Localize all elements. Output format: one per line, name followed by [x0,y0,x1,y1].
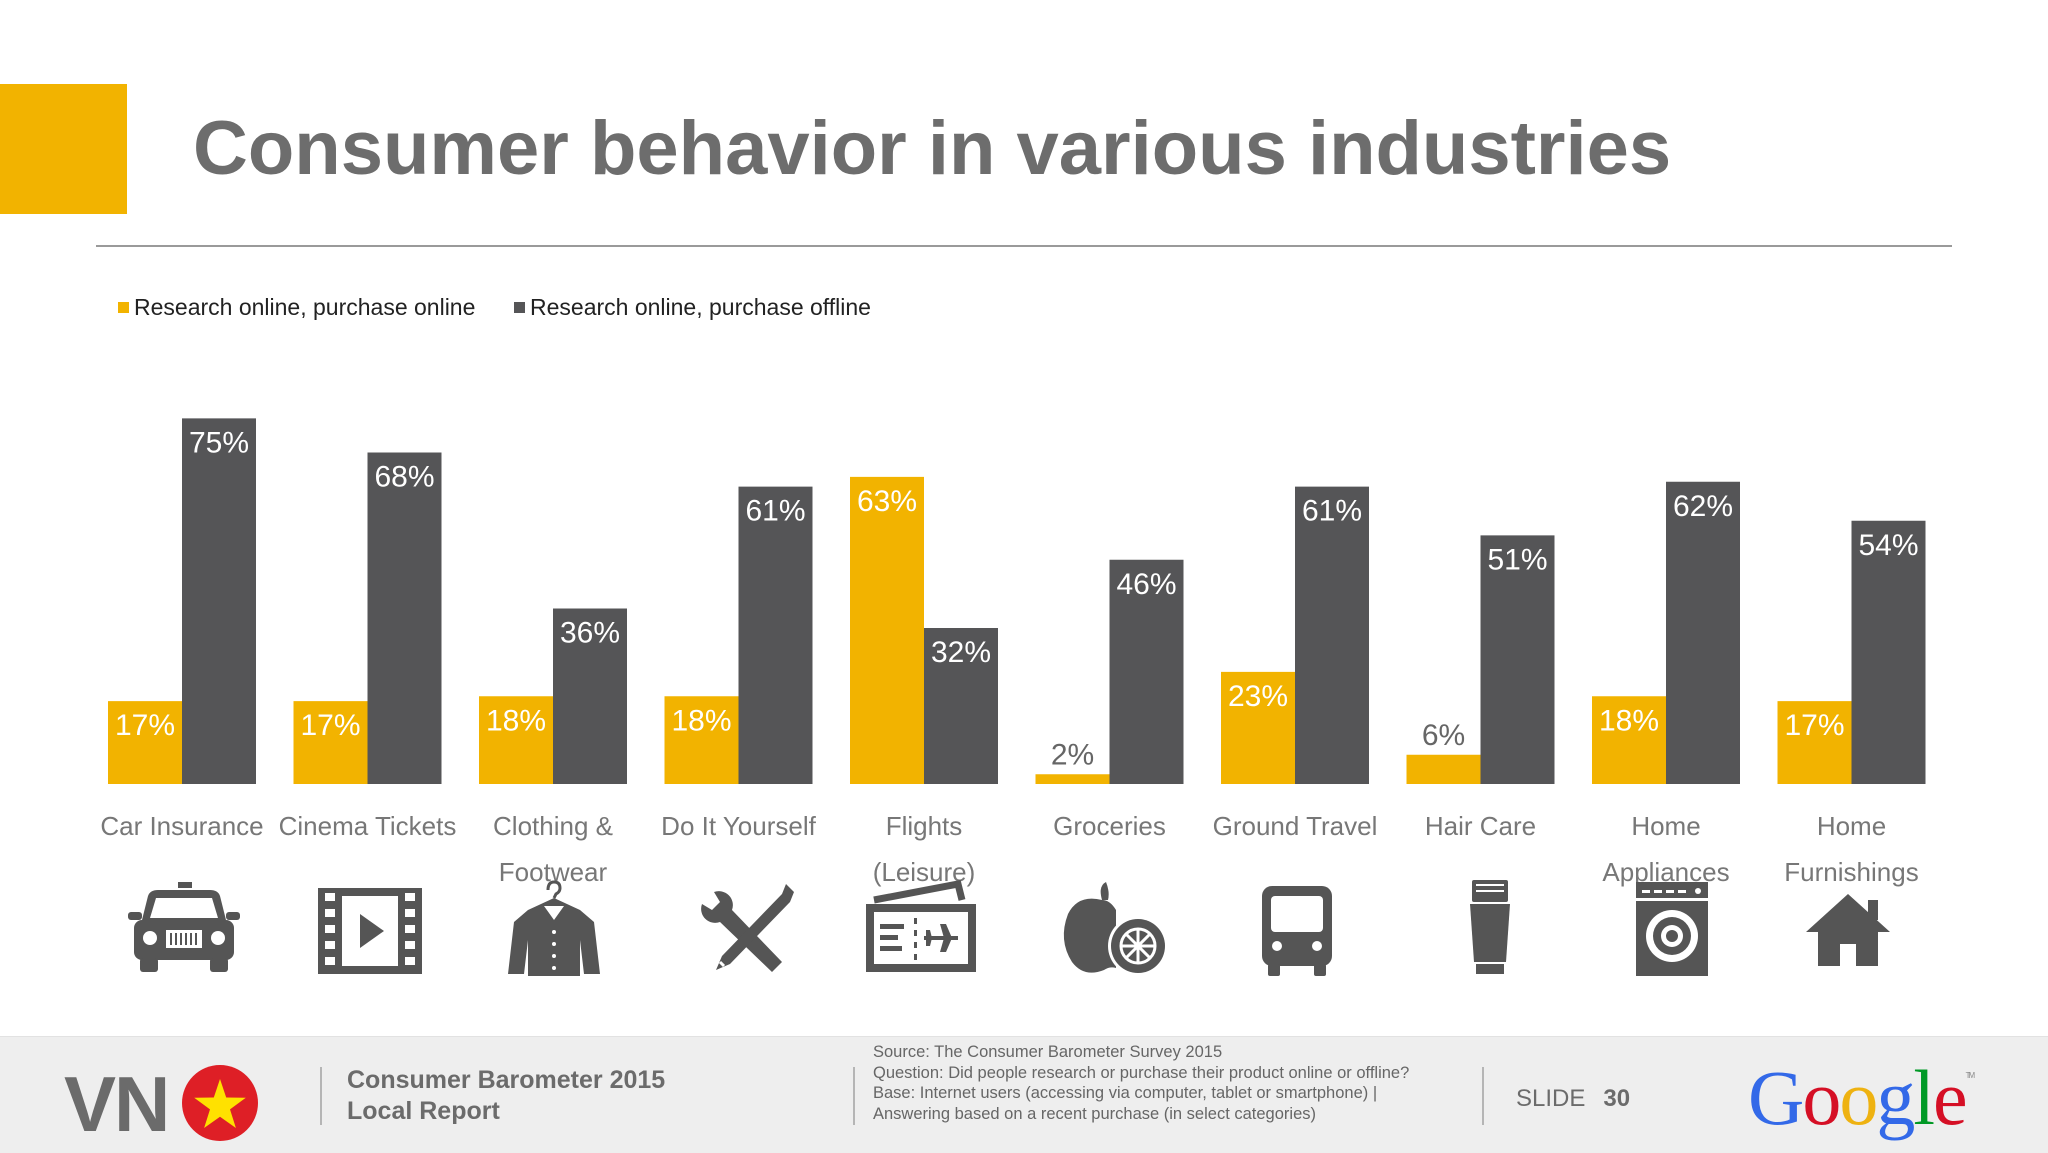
data-label: 61% [1302,495,1362,528]
vietnam-flag-icon [182,1065,258,1141]
bar-online [108,701,182,784]
google-logo-letter: G [1748,1054,1804,1141]
fruit-icon [1063,882,1168,976]
footer-separator [1482,1067,1484,1125]
data-label: 36% [560,617,620,650]
source-notes: Source: The Consumer Barometer Survey 20… [873,1042,1409,1124]
legend-swatch-online [118,302,129,313]
google-logo-letter: l [1913,1054,1935,1141]
data-label: 61% [745,495,805,528]
car-icon [128,882,240,972]
bar-offline [1480,535,1555,784]
bar-offline [367,452,442,784]
google-logo-letter: o [1839,1054,1878,1141]
category-label: Home [1817,811,1886,841]
category-label: Furnishings [1784,857,1918,887]
bar-online [1406,754,1481,784]
accent-block [0,84,127,214]
category-label: Cinema Tickets [279,811,457,841]
bar-chart: 17% 75% Car Insurance 17% 68% Cinema Tickets 1… [100,418,1926,887]
bar-offline [182,418,256,784]
bar-online [1592,696,1666,784]
google-logo-letter: e [1933,1054,1968,1141]
film-icon [318,888,422,974]
report-name: Consumer Barometer 2015 Local Report [347,1065,665,1127]
category-label: Hair Care [1425,811,1536,841]
country-code: VN [64,1060,170,1148]
slide-title: Consumer behavior in various industries [193,106,1672,191]
washing-machine-icon [1636,882,1708,976]
data-label: 46% [1116,568,1176,601]
bar-online [1035,774,1110,784]
google-logo-letter: o [1802,1054,1841,1141]
tools-icon [701,884,794,972]
data-label: 18% [671,704,731,737]
bar-online [850,476,924,784]
data-label: 32% [931,636,991,669]
data-label: 2% [1051,738,1094,771]
bar-online [479,696,553,784]
google-logo: GoogleTM [1748,1053,1975,1143]
data-label: 18% [486,704,546,737]
house-icon [1806,894,1890,966]
report-line-1: Consumer Barometer 2015 [347,1066,666,1094]
legend-swatch-offline [514,302,525,313]
legend-label-online: Research online, purchase online [134,294,476,320]
base-note: Base: Internet users (accessing via comp… [873,1084,1378,1102]
data-label: 51% [1487,543,1547,576]
source-note: Source: The Consumer Barometer Survey 20… [873,1043,1223,1061]
bar-offline [924,628,998,784]
google-logo-letter: g [1876,1054,1915,1141]
data-label: 62% [1673,490,1733,523]
data-label: 75% [189,426,249,459]
data-label: 18% [1599,704,1659,737]
category-label: Home [1631,811,1700,841]
slide-indicator: SLIDE 30 [1516,1085,1630,1113]
legend-label-offline: Research online, purchase offline [530,294,871,320]
bus-icon [1262,886,1332,976]
question-note: Question: Did people research or purchas… [873,1063,1410,1082]
bar-offline [1109,559,1184,784]
bar-offline [1851,520,1926,784]
bar-online [1777,701,1852,784]
ticket-icon [866,880,976,972]
category-label: Do It Yourself [661,811,816,841]
google-logo-text: Google [1748,1054,1968,1141]
google-logo-tm: TM [1965,1071,1975,1080]
bar-offline [738,486,813,784]
footer-separator [320,1067,322,1125]
bar-offline [553,608,627,784]
category-label: Groceries [1053,811,1166,841]
bar-offline [1295,486,1369,784]
category-label: Flights [886,811,963,841]
data-label: 17% [300,709,360,742]
category-label: Clothing & [493,811,613,841]
bar-offline [1666,481,1740,784]
title-divider [96,245,1952,247]
legend-item-online: Research online, purchase online [118,294,475,321]
category-icons [0,880,2048,990]
data-label: 6% [1422,719,1465,752]
answer-note: Answering based on a recent purchase (in… [873,1104,1316,1123]
data-label: 17% [115,709,175,742]
slide-footer: VN Consumer Barometer 2015 Local Report … [0,1036,2048,1153]
hair-care-icon [1470,880,1510,974]
report-line-2: Local Report [347,1097,500,1125]
clothing-icon [508,880,600,976]
data-label: 54% [1858,529,1918,562]
bar-online [1221,671,1295,784]
legend-item-offline: Research online, purchase offline [514,294,871,321]
bar-online [664,696,739,784]
footer-separator [853,1067,855,1125]
bar-online [293,701,368,784]
data-label: 68% [374,461,434,494]
data-label: 17% [1784,709,1844,742]
category-label: Car Insurance [100,811,263,841]
data-label: 63% [857,485,917,518]
category-label: Ground Travel [1213,811,1378,841]
slide-label: SLIDE [1516,1085,1586,1112]
data-label: 23% [1228,680,1288,713]
slide-number: 30 [1603,1085,1631,1112]
